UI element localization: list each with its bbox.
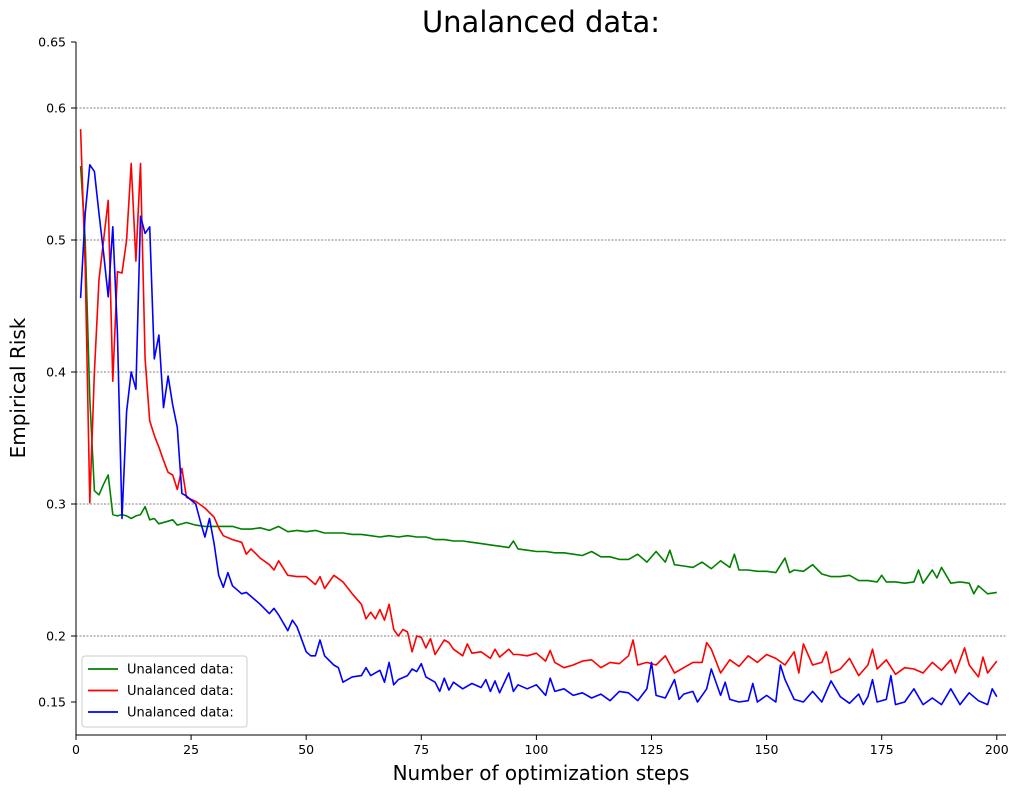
- legend-label-1: Unalanced data:: [127, 663, 234, 678]
- series-line-1: [79, 166, 997, 595]
- y-tick-label: 0.2: [46, 629, 66, 644]
- y-tick-label: 0.15: [38, 695, 66, 710]
- chart-title: Unalanced data:: [422, 5, 660, 39]
- x-tick-label: 200: [985, 742, 1009, 757]
- x-tick-label: 75: [413, 742, 429, 757]
- x-tick-label: 125: [640, 742, 664, 757]
- x-tick-label: 50: [298, 742, 314, 757]
- y-tick-label: 0.4: [46, 365, 66, 380]
- x-tick-label: 175: [870, 742, 894, 757]
- x-ticks: 0 25 50 75 100 125 150 175 200: [72, 735, 1009, 757]
- legend: Unalanced data: Unalanced data: Unalanced …: [81, 655, 248, 728]
- legend-box: [81, 655, 248, 728]
- x-tick-label: 25: [183, 742, 199, 757]
- y-tick-label: 0.6: [46, 101, 66, 116]
- series-lines: [79, 129, 998, 706]
- x-tick-label: 0: [72, 742, 80, 757]
- legend-label-3: Unalanced data:: [127, 706, 234, 721]
- x-tick-label: 150: [755, 742, 779, 757]
- y-tick-label: 0.5: [46, 233, 66, 248]
- y-ticks: 0.15 0.2 0.3 0.4 0.5 0.6 0.65: [38, 35, 76, 710]
- x-axis-title: Number of optimization steps: [393, 761, 690, 785]
- series-line-3: [79, 164, 998, 706]
- legend-label-2: Unalanced data:: [127, 684, 234, 699]
- y-tick-label: 0.65: [38, 35, 66, 50]
- y-tick-label: 0.3: [46, 497, 66, 512]
- series-line-2: [79, 129, 998, 678]
- grid-lines: [76, 107, 1006, 637]
- x-tick-label: 100: [524, 742, 548, 757]
- y-axis-title: Empirical Risk: [6, 317, 30, 458]
